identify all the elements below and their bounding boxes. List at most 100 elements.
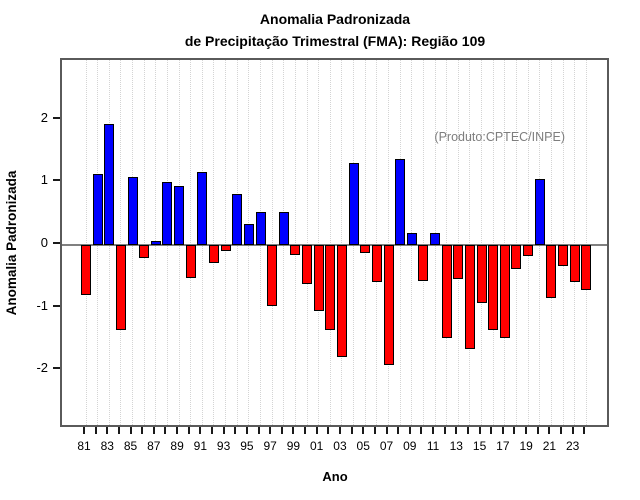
bar-2002 bbox=[325, 245, 336, 331]
x-tick-label-1995: 95 bbox=[240, 439, 254, 453]
x-tick-2003 bbox=[338, 427, 341, 434]
x-tick-label-1985: 85 bbox=[123, 439, 138, 453]
x-tick-2006 bbox=[373, 427, 376, 434]
bar-1996 bbox=[255, 211, 266, 245]
plot-area: (Produto:CPTEC/INPE) bbox=[60, 58, 609, 427]
y-tick-label--2: -2 bbox=[36, 360, 48, 376]
x-tick-2005 bbox=[362, 427, 365, 434]
x-tick-label-2003: 03 bbox=[333, 439, 347, 453]
gridline-1984 bbox=[120, 60, 122, 425]
bar-1984 bbox=[115, 245, 126, 331]
gridline-2007 bbox=[388, 60, 389, 425]
x-tick-1993 bbox=[222, 427, 225, 434]
y-tick--1 bbox=[53, 304, 60, 307]
x-tick-2014 bbox=[466, 427, 469, 434]
x-tick-2015 bbox=[478, 427, 481, 434]
bar-2012 bbox=[441, 245, 452, 339]
x-tick-1988 bbox=[164, 427, 167, 434]
x-tick-label-2019: 19 bbox=[519, 439, 533, 453]
x-tick-label-1993: 93 bbox=[216, 439, 231, 453]
bar-2000 bbox=[302, 245, 313, 284]
gridline-1992 bbox=[213, 60, 215, 425]
chart-title: Anomalia Padronizada bbox=[259, 11, 411, 27]
x-tick-2016 bbox=[490, 427, 493, 434]
x-tick-label-1989: 89 bbox=[170, 439, 184, 453]
bar-2015 bbox=[476, 245, 487, 303]
gridline-1981 bbox=[85, 60, 87, 425]
x-tick-2020 bbox=[536, 427, 539, 434]
bar-1982 bbox=[92, 173, 103, 245]
gridline-1999 bbox=[294, 60, 296, 425]
x-tick-label-1987: 87 bbox=[147, 439, 161, 453]
bar-2003 bbox=[336, 245, 347, 358]
x-tick-1999 bbox=[292, 427, 295, 434]
x-tick-label-2011: 11 bbox=[426, 439, 440, 453]
x-tick-label-2007: 07 bbox=[379, 439, 394, 453]
x-tick-label-2013: 13 bbox=[449, 439, 463, 453]
bar-1999 bbox=[290, 245, 301, 256]
chart-subtitle: de Precipitação Trimestral (FMA): Região… bbox=[184, 33, 486, 49]
x-tick-label-1981: 81 bbox=[77, 439, 91, 453]
gridline-2016 bbox=[492, 60, 494, 425]
x-tick-label-2017: 17 bbox=[496, 439, 510, 453]
bar-1989 bbox=[174, 186, 185, 245]
bar-2005 bbox=[360, 245, 371, 254]
bar-2004 bbox=[348, 162, 359, 245]
bar-2010 bbox=[418, 245, 429, 281]
gridline-2019 bbox=[527, 60, 529, 425]
y-tick-0 bbox=[53, 242, 60, 244]
bar-2018 bbox=[511, 245, 522, 269]
x-tick-1990 bbox=[187, 427, 190, 434]
gridline-2005 bbox=[364, 60, 366, 425]
bar-2009 bbox=[406, 233, 417, 245]
bar-2024 bbox=[581, 245, 592, 291]
x-tick-1996 bbox=[257, 427, 260, 434]
bar-2019 bbox=[523, 245, 534, 257]
bar-2001 bbox=[313, 245, 324, 311]
gridline-2022 bbox=[562, 60, 564, 425]
x-tick-2023 bbox=[571, 427, 574, 434]
x-tick-1989 bbox=[176, 427, 179, 434]
x-tick-1994 bbox=[234, 427, 237, 434]
x-tick-1983 bbox=[106, 427, 109, 434]
x-tick-1984 bbox=[117, 427, 120, 434]
bar-1985 bbox=[127, 176, 138, 245]
bar-1981 bbox=[81, 245, 91, 295]
gridline-1997 bbox=[271, 60, 273, 425]
gridline-2017 bbox=[504, 60, 506, 425]
gridline-2000 bbox=[306, 60, 308, 425]
bar-2008 bbox=[395, 159, 406, 245]
x-tick-label-2001: 01 bbox=[310, 439, 324, 453]
gridline-2021 bbox=[550, 60, 552, 425]
x-tick-2022 bbox=[560, 427, 563, 434]
bar-1994 bbox=[232, 194, 243, 245]
x-tick-2008 bbox=[397, 427, 400, 434]
bar-2021 bbox=[546, 245, 557, 299]
gridline-1986 bbox=[143, 60, 145, 425]
bar-2017 bbox=[499, 245, 510, 339]
x-tick-label-1999: 99 bbox=[286, 439, 301, 453]
bar-1986 bbox=[139, 245, 150, 258]
gridline-2015 bbox=[481, 60, 483, 425]
x-tick-1986 bbox=[141, 427, 144, 434]
bar-1987 bbox=[150, 240, 161, 245]
x-tick-1991 bbox=[199, 427, 202, 434]
bar-2020 bbox=[534, 178, 545, 245]
x-tick-2009 bbox=[408, 427, 411, 434]
x-tick-2002 bbox=[327, 427, 330, 434]
bar-1983 bbox=[104, 123, 115, 245]
x-tick-2000 bbox=[304, 427, 307, 434]
x-tick-label-1991: 91 bbox=[193, 439, 208, 453]
x-tick-2012 bbox=[443, 427, 446, 434]
bar-2023 bbox=[569, 245, 580, 282]
x-tick-2019 bbox=[525, 427, 528, 434]
source-annotation: (Produto:CPTEC/INPE) bbox=[434, 130, 565, 144]
x-tick-1981 bbox=[83, 427, 85, 434]
x-tick-1995 bbox=[245, 427, 248, 434]
y-tick-2 bbox=[53, 116, 60, 119]
x-tick-2024 bbox=[583, 427, 586, 434]
bar-2022 bbox=[558, 245, 569, 266]
x-tick-2004 bbox=[350, 427, 353, 434]
gridline-2002 bbox=[329, 60, 331, 425]
